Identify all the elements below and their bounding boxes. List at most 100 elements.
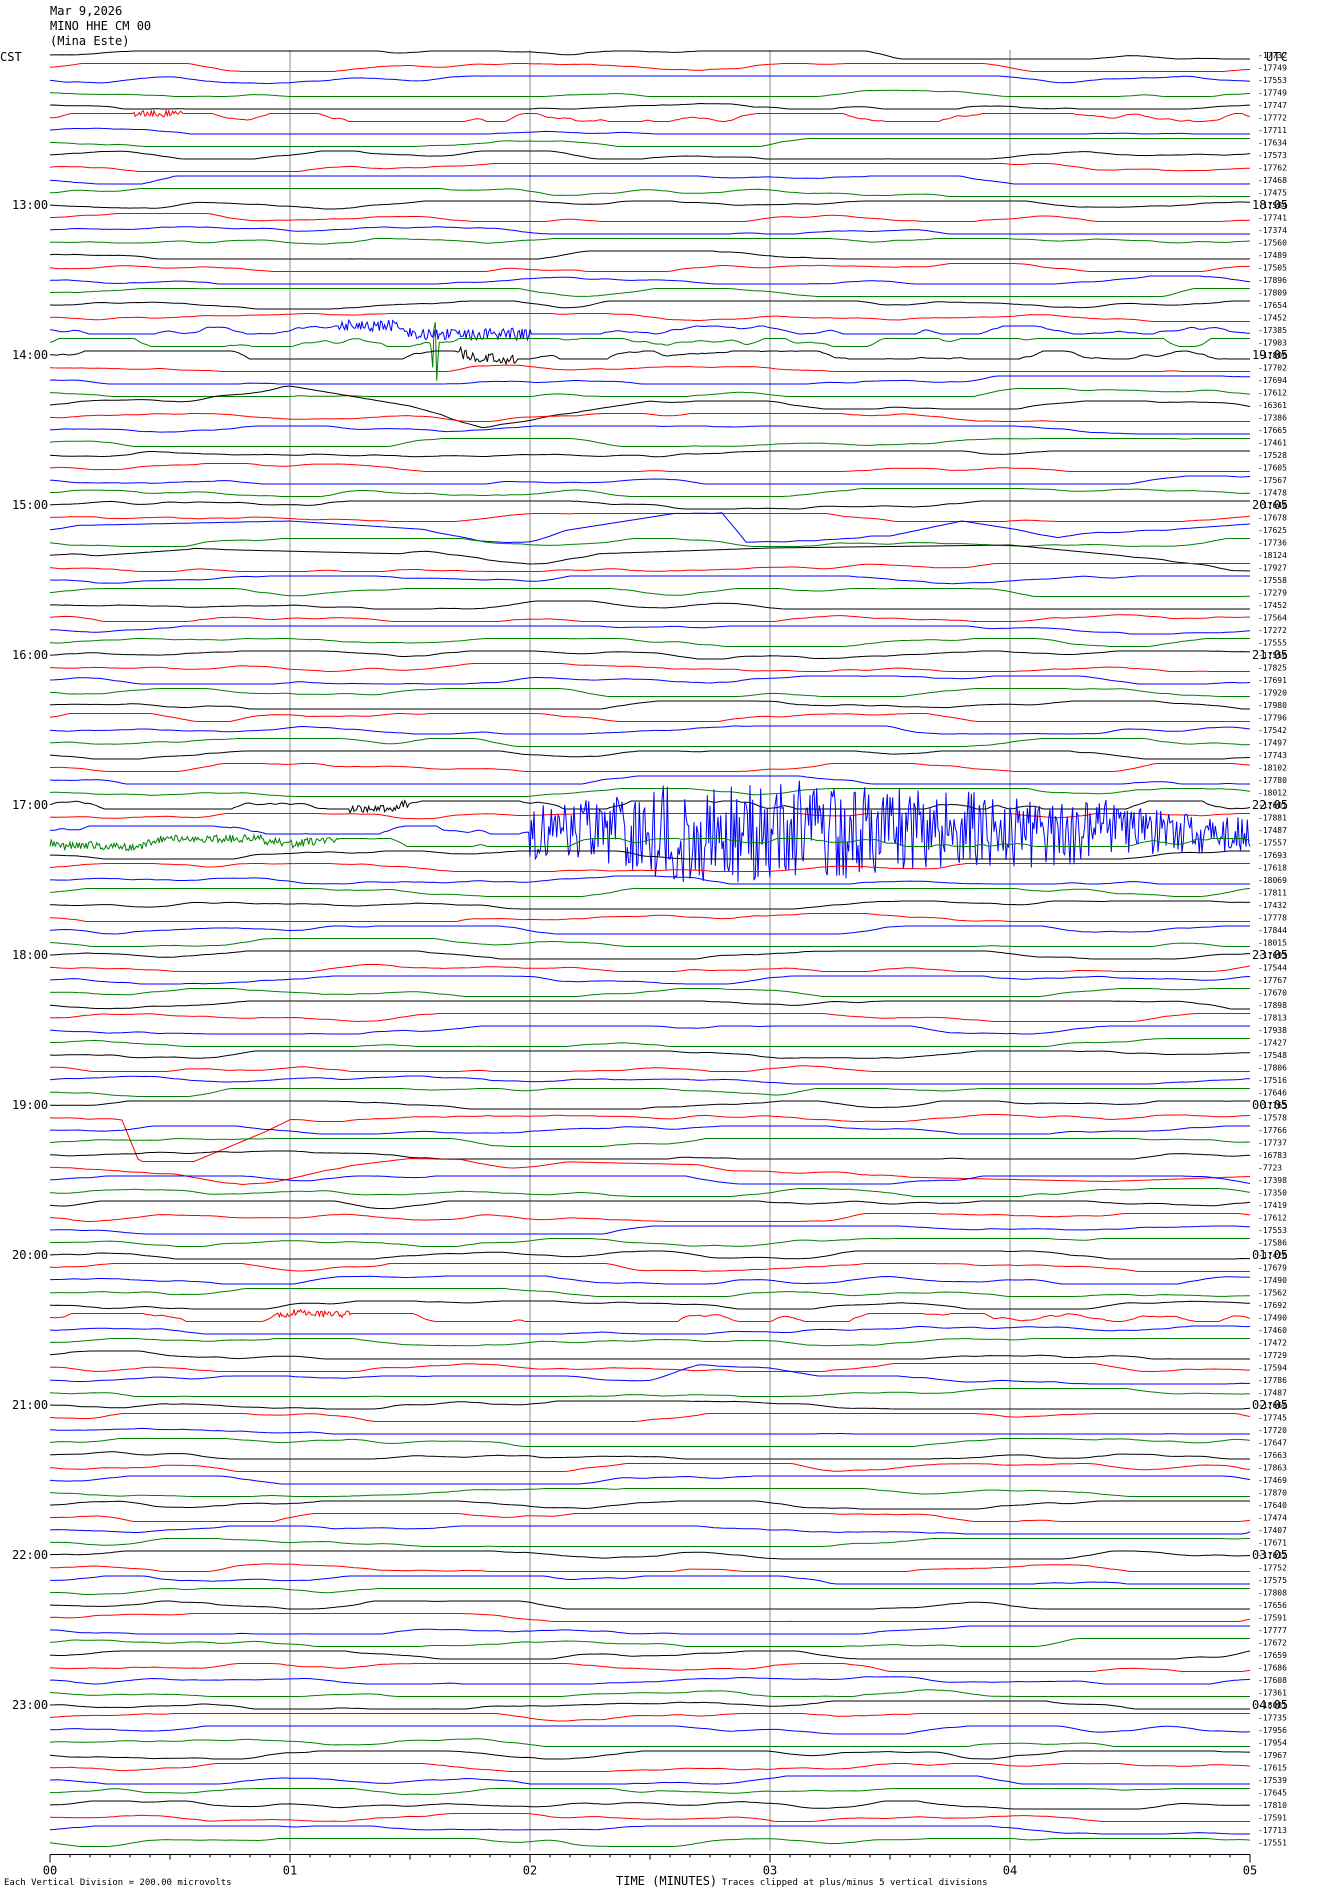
trace-value-label: -17625 (1258, 526, 1287, 535)
seismic-trace (50, 1427, 1250, 1435)
trace-value-label: -17487 (1258, 1389, 1287, 1398)
trace-value-label: -17426 (1258, 1251, 1287, 1260)
seismic-trace (49, 1050, 1250, 1059)
trace-value-label: -17385 (1258, 326, 1287, 335)
right-axis-label: UTC (1266, 50, 1288, 64)
trace-value-label: -17749 (1258, 64, 1287, 73)
trace-value-label: -17419 (1258, 1201, 1287, 1210)
seismic-trace (50, 738, 1251, 747)
seismic-trace (49, 1825, 1250, 1835)
trace-value-label: -18124 (1258, 551, 1287, 560)
seismic-trace (49, 833, 1251, 852)
seismic-trace (49, 1100, 1250, 1110)
trace-value-label: -17778 (1258, 914, 1287, 923)
seismic-trace (49, 1213, 1251, 1223)
seismic-trace (49, 1075, 1251, 1085)
seismic-trace (49, 450, 1250, 458)
seismic-trace (49, 322, 1250, 381)
seismic-trace (49, 938, 1250, 947)
trace-value-label: -17584 (1258, 201, 1287, 210)
trace-value-label: -17469 (1258, 1476, 1287, 1485)
seismic-trace (49, 1175, 1251, 1185)
x-tick-label: 02 (523, 1864, 537, 1878)
trace-value-label: -17461 (1258, 439, 1287, 448)
seismic-trace (49, 438, 1250, 447)
seismic-trace (49, 1800, 1251, 1810)
hour-label-left: 20:00 (12, 1248, 48, 1262)
seismic-trace (50, 1650, 1251, 1660)
trace-value-label: -17475 (1258, 189, 1287, 198)
seismic-trace (49, 1550, 1251, 1560)
seismic-trace (49, 413, 1250, 422)
seismic-trace (49, 1788, 1250, 1796)
seismic-trace (50, 1288, 1251, 1297)
seismic-trace (49, 650, 1251, 660)
trace-value-label: -17980 (1258, 701, 1287, 710)
seismic-trace (49, 1338, 1250, 1347)
seismic-trace (49, 713, 1250, 722)
hour-label-left: 14:00 (12, 348, 48, 362)
trace-value-label: -17686 (1258, 1664, 1287, 1673)
seismic-trace (50, 50, 1250, 60)
trace-value-label: -17553 (1258, 76, 1287, 85)
trace-value-label: -17720 (1258, 1426, 1287, 1435)
trace-value-label: -17796 (1258, 714, 1287, 723)
trace-value-label: -18102 (1258, 764, 1287, 773)
trace-value-label: -17646 (1258, 1089, 1287, 1098)
trace-value-label: -17386 (1258, 414, 1287, 423)
trace-value-label: -17732 (1258, 51, 1287, 60)
seismic-trace (49, 475, 1251, 485)
hour-label-left: 18:00 (12, 948, 48, 962)
trace-value-label: -17920 (1258, 689, 1287, 698)
trace-value-label: -17693 (1258, 951, 1287, 960)
axis-labels: -17732 -17749 -17553 -17749 -17747 -17772 -177… (12, 51, 1288, 1878)
seismic-trace (49, 89, 1251, 97)
seismic-trace (49, 813, 1250, 820)
trace-value-label: -17594 (1258, 1364, 1287, 1373)
trace-value-label: -17772 (1258, 114, 1287, 123)
seismic-trace (49, 108, 1251, 122)
trace-value-label: -17490 (1258, 1314, 1287, 1323)
seismic-trace (49, 700, 1250, 710)
seismic-trace (49, 1689, 1250, 1697)
seismic-trace (49, 888, 1251, 897)
trace-value-label: -17954 (1258, 1739, 1287, 1748)
trace-value-label: -17896 (1258, 276, 1287, 285)
trace-value-label: -18012 (1258, 789, 1287, 798)
trace-value-label: -17693 (1258, 851, 1287, 860)
trace-value-label: -17749 (1258, 89, 1287, 98)
trace-value-label: -17670 (1258, 989, 1287, 998)
trace-value-label: -17575 (1258, 1576, 1287, 1585)
seismic-trace (49, 226, 1250, 235)
seismic-trace (49, 364, 1250, 372)
trace-value-label: -17745 (1258, 1414, 1287, 1423)
seismic-trace (49, 263, 1250, 272)
trace-value-label: -17671 (1258, 1539, 1287, 1548)
trace-value-label: -17432 (1258, 901, 1287, 910)
seismic-trace (49, 200, 1251, 210)
trace-value-label: -17766 (1258, 1126, 1287, 1135)
seismic-trace (49, 385, 1251, 429)
trace-value-label: -17557 (1258, 839, 1287, 848)
trace-value-label: -17737 (1258, 1139, 1287, 1148)
trace-value-label: -17659 (1258, 1651, 1287, 1660)
trace-value-label: -17374 (1258, 226, 1287, 235)
seismic-trace (49, 188, 1250, 197)
seismic-trace (49, 1138, 1251, 1147)
seismic-trace (49, 1388, 1251, 1397)
hour-label-right: 19:05 (1252, 348, 1288, 362)
seismic-trace (49, 1575, 1250, 1585)
seismic-trace (49, 588, 1250, 597)
seismic-trace (49, 288, 1250, 297)
trace-value-label: -17656 (1258, 1601, 1287, 1610)
hour-label-left: 16:00 (12, 648, 48, 662)
seismic-trace (50, 238, 1251, 245)
seismic-trace (49, 250, 1251, 260)
trace-value-label: -17279 (1258, 589, 1287, 598)
trace-value-label: -17640 (1258, 1501, 1287, 1510)
x-tick-label: 01 (283, 1864, 297, 1878)
trace-value-label: -17542 (1258, 726, 1287, 735)
seismic-trace (49, 725, 1251, 735)
seismic-trace (49, 1413, 1251, 1422)
seismic-trace (49, 1625, 1250, 1635)
